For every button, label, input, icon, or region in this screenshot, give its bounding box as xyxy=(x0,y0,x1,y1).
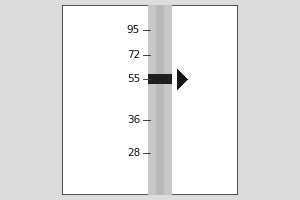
Text: 36: 36 xyxy=(127,115,140,125)
Text: 28: 28 xyxy=(127,148,140,158)
Text: 95: 95 xyxy=(127,25,140,35)
Text: 55: 55 xyxy=(127,74,140,84)
Text: 72: 72 xyxy=(127,50,140,60)
